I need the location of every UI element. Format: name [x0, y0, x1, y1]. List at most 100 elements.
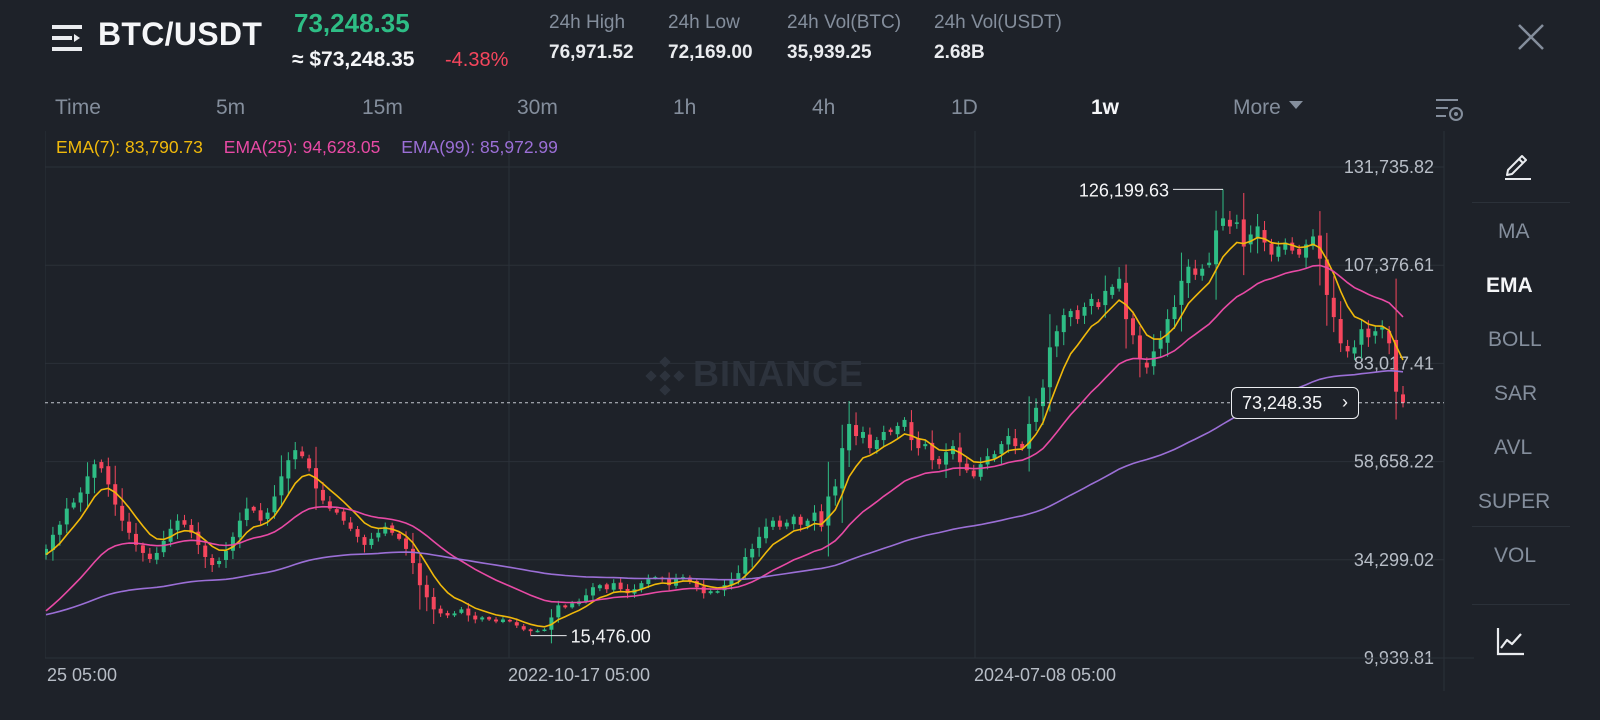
indicator-super[interactable]: SUPER	[1478, 490, 1551, 513]
candle-up	[1179, 280, 1184, 305]
candle-up	[1117, 278, 1122, 289]
candle-down	[1324, 259, 1329, 295]
candle-down	[203, 545, 208, 557]
candle-down	[210, 558, 215, 566]
chart-canvas[interactable]: 131,735.82 107,376.61 83,017.41 58,658.22 34…	[45, 131, 1474, 704]
stat-label: 24h High	[549, 12, 626, 33]
tab-1d[interactable]: 1D	[951, 96, 978, 119]
candle-down	[1401, 394, 1405, 403]
candle-up	[1068, 311, 1073, 318]
indicator-boll[interactable]: BOLL	[1488, 328, 1542, 351]
candle-down	[1241, 219, 1246, 247]
candle-down	[916, 438, 921, 449]
candle-up	[1220, 218, 1225, 226]
pair-title[interactable]: BTC/USDT	[98, 16, 263, 52]
candle-up	[57, 524, 62, 535]
candle-up	[383, 526, 388, 534]
candle-up	[500, 619, 505, 623]
watermark: BINANCE	[645, 353, 864, 397]
candle-up	[1054, 331, 1059, 347]
candle-up	[639, 583, 644, 590]
candle-down	[1297, 248, 1302, 255]
candle-up	[1234, 222, 1239, 224]
candle-up	[1373, 331, 1378, 336]
candle-down	[957, 447, 962, 463]
stat-value: 2.68B	[934, 42, 985, 63]
candle-up	[1380, 327, 1385, 330]
current-price-tag[interactable]: 73,248.35 ›	[1231, 387, 1359, 419]
candle-down	[1227, 219, 1232, 227]
candle-down	[1075, 310, 1080, 320]
candle-up	[791, 516, 796, 525]
ema7-label: EMA(7): 83,790.73	[56, 137, 203, 157]
chart-type-icon[interactable]	[1494, 626, 1526, 658]
indicator-vol[interactable]: VOL	[1494, 544, 1537, 567]
indicator-ma[interactable]: MA	[1498, 220, 1530, 243]
low-label: 15,476.00	[571, 627, 651, 647]
candle-up	[1061, 315, 1066, 333]
candle-up	[64, 508, 69, 525]
tab-more[interactable]: More	[1233, 96, 1303, 120]
candle-down	[1331, 297, 1336, 318]
candle-up	[286, 460, 291, 479]
candlestick-chart[interactable]: 131,735.82 107,376.61 83,017.41 58,658.22 34…	[45, 131, 1474, 704]
tab-1h[interactable]: 1h	[673, 96, 697, 119]
candle-up	[784, 522, 789, 527]
candle-up	[1304, 244, 1309, 258]
candle-down	[466, 608, 471, 616]
candle-down	[348, 522, 353, 529]
candle-up	[570, 603, 575, 608]
candle-up	[480, 617, 485, 620]
ema99-line	[45, 369, 1404, 616]
chart-settings-icon[interactable]	[1434, 96, 1464, 124]
candle-up	[1172, 307, 1177, 320]
tab-5m[interactable]: 5m	[216, 96, 246, 119]
menu-icon[interactable]	[52, 24, 84, 52]
candle-up	[750, 548, 755, 558]
candle-up	[50, 534, 55, 551]
candle-up	[743, 556, 748, 574]
candle-up	[535, 630, 540, 633]
candle-down	[1130, 318, 1135, 336]
candle-up	[1165, 319, 1170, 343]
candle-down	[625, 588, 630, 594]
candle-down	[777, 520, 782, 527]
candle-up	[840, 448, 845, 489]
candle-down	[120, 505, 125, 521]
tab-4h[interactable]: 4h	[812, 96, 836, 119]
indicator-ema[interactable]: EMA	[1486, 274, 1533, 297]
candle-up	[881, 432, 886, 441]
indicator-sar[interactable]: SAR	[1494, 382, 1538, 405]
candle-down	[355, 529, 360, 537]
candle-down	[528, 629, 533, 632]
tab-more-label: More	[1233, 96, 1281, 119]
candle-up	[826, 496, 831, 526]
pencil-draw-icon[interactable]	[1502, 148, 1534, 180]
candle-up	[874, 440, 879, 449]
stat-24h-vol-usdt: 24h Vol(USDT) 2.68B	[934, 12, 1062, 64]
tab-time[interactable]: Time	[55, 96, 101, 119]
candle-up	[265, 512, 270, 519]
candle-up	[708, 591, 713, 594]
candle-up	[978, 464, 983, 477]
candle-down	[1269, 243, 1274, 255]
candle-down	[410, 548, 415, 564]
candle-down	[854, 425, 859, 437]
candle-up	[860, 432, 865, 438]
candle-down	[127, 521, 132, 533]
current-price-value: 73,248.35	[1242, 393, 1323, 413]
candle-up	[1158, 339, 1163, 349]
tab-1w[interactable]: 1w	[1091, 96, 1120, 119]
candle-down	[134, 533, 139, 545]
candle-down	[1096, 302, 1101, 308]
close-icon[interactable]	[1516, 22, 1546, 52]
candle-up	[847, 423, 852, 451]
candle-down	[431, 596, 436, 610]
candle-down	[1290, 242, 1295, 251]
tab-15m[interactable]: 15m	[362, 96, 403, 119]
binance-logo-icon	[645, 356, 685, 397]
indicator-avl[interactable]: AVL	[1494, 436, 1533, 459]
candle-down	[1124, 282, 1129, 320]
tab-30m[interactable]: 30m	[517, 96, 558, 119]
candle-up	[715, 591, 720, 593]
